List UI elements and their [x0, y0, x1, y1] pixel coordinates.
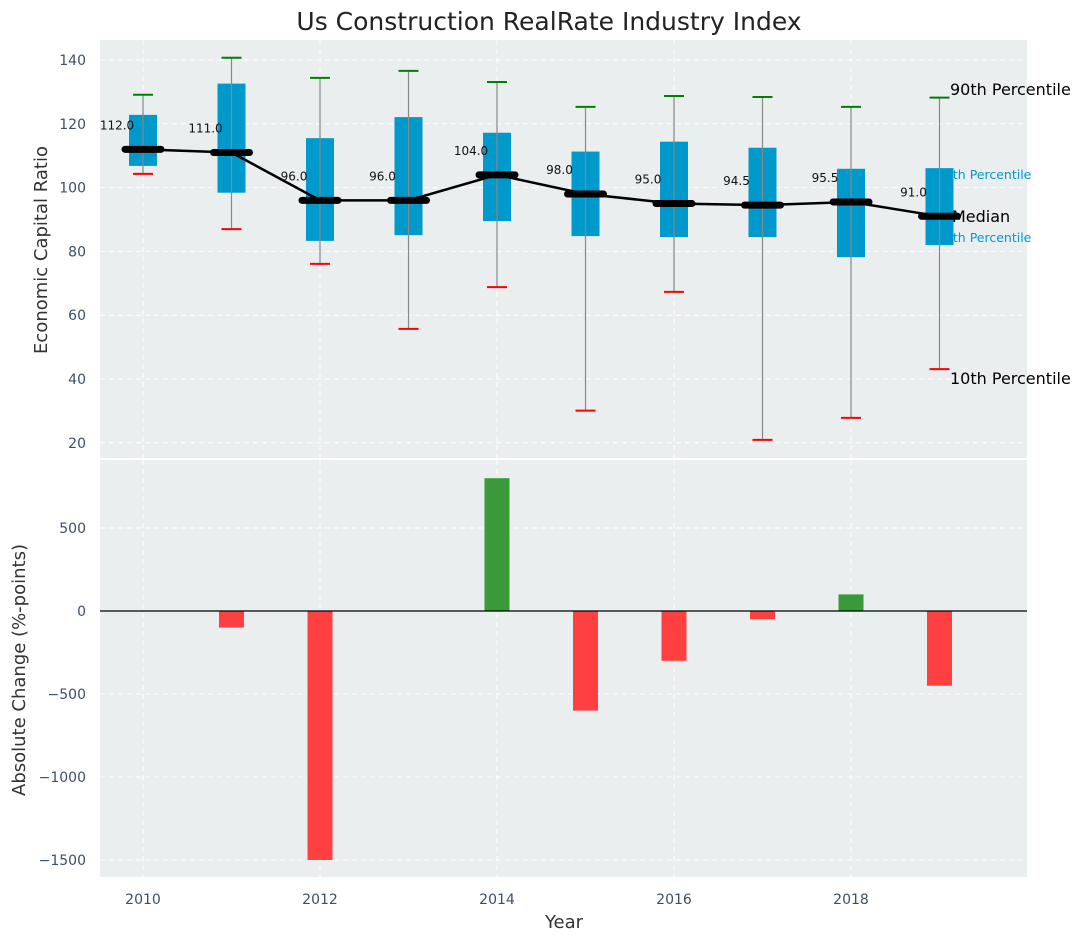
median-value-label: 111.0 [188, 122, 222, 136]
box-2019 [925, 96, 954, 371]
median-value-label: 91.0 [900, 185, 927, 199]
x-ticks: 2010 2012 2014 2016 2018 [125, 892, 869, 908]
x-tick-label: 2012 [302, 892, 338, 908]
annotation-75th: 75th Percentile [937, 167, 1032, 182]
bar-2015 [573, 611, 598, 711]
box-2016 [660, 95, 688, 293]
bottom-panel: 500 0 −500 −1000 −1500 Absolute Change (%-po… [9, 460, 1027, 933]
y-tick-label: 40 [68, 372, 86, 388]
box-2010 [129, 93, 157, 175]
annotation-median: Median [952, 207, 1010, 226]
bar-2011 [219, 611, 244, 628]
annotation-10th: 10th Percentile [950, 369, 1071, 388]
bar-2017 [750, 611, 775, 620]
bar-series [219, 478, 952, 860]
bottom-y-ticks: 500 0 −500 −1000 −1500 [39, 521, 86, 869]
y-tick-label: −500 [48, 687, 86, 703]
top-y-axis-label: Economic Capital Ratio [31, 146, 52, 354]
y-tick-label: 60 [68, 308, 86, 324]
box-2013 [394, 69, 423, 330]
box-2011 [217, 56, 246, 231]
bottom-y-axis-label: Absolute Change (%-points) [9, 544, 30, 796]
bar-2016 [661, 611, 687, 661]
bar-2012 [307, 611, 333, 860]
bottom-plot-background [100, 460, 1027, 877]
y-tick-label: 140 [59, 53, 86, 69]
x-tick-label: 2016 [656, 892, 692, 908]
box-2012 [306, 76, 334, 265]
x-tick-label: 2010 [125, 892, 161, 908]
median-value-label: 96.0 [369, 169, 396, 183]
box-2017 [748, 96, 777, 441]
x-tick-label: 2014 [479, 892, 515, 908]
top-panel: 20 40 60 80 100 120 140 Economic Capital Ratio… [31, 40, 1071, 458]
box-2018 [837, 105, 865, 419]
top-plot-background [100, 40, 1027, 458]
median-value-label: 95.0 [635, 173, 662, 187]
top-y-ticks: 20 40 60 80 100 120 140 [59, 53, 86, 452]
median-value-label: 96.0 [281, 169, 308, 183]
bar-2019 [927, 611, 952, 686]
bar-2018 [838, 594, 864, 611]
median-value-label: 95.5 [812, 171, 839, 185]
median-value-label: 112.0 [100, 118, 134, 132]
y-tick-label: 120 [59, 117, 86, 133]
y-tick-label: −1000 [39, 770, 86, 786]
y-tick-label: 80 [68, 244, 86, 260]
box-overlay: 112.0 111.0 96.0 96.0 104.0 98.0 95.0 94.5 95.5 9… [100, 96, 961, 371]
bar-2014 [484, 478, 510, 611]
y-tick-label: −1500 [39, 853, 86, 869]
y-tick-label: 20 [68, 436, 86, 452]
y-tick-label: 0 [77, 604, 86, 620]
y-tick-label: 100 [59, 181, 86, 197]
annotation-25th: 25th Percentile [937, 230, 1032, 245]
median-value-label: 104.0 [454, 144, 488, 158]
median-value-label: 98.0 [546, 163, 573, 177]
median-trend-line [142, 148, 940, 218]
percentile-annotations: 90th Percentile 75th Percentile 25th Per… [937, 80, 1071, 388]
x-tick-label: 2018 [833, 892, 869, 908]
y-tick-label: 500 [59, 521, 86, 537]
chart-title: Us Construction RealRate Industry Index [296, 7, 801, 36]
annotation-90th: 90th Percentile [950, 80, 1071, 99]
median-value-label: 94.5 [723, 174, 750, 188]
x-axis-label: Year [544, 912, 584, 933]
